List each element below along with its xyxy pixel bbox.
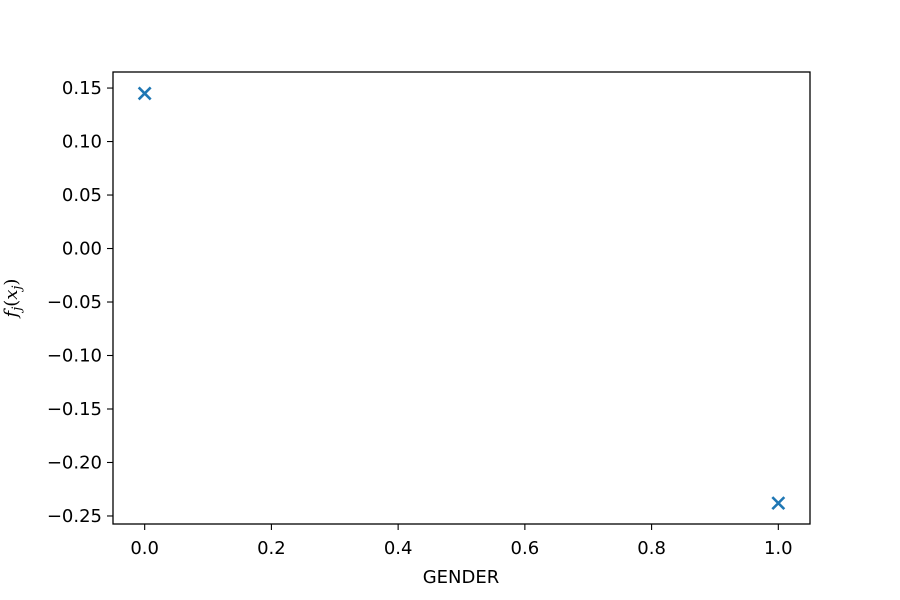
- x-tick-label: 0.8: [637, 538, 666, 559]
- data-point-x-marker: [137, 86, 152, 101]
- x-tick-label: 1.0: [764, 538, 793, 559]
- y-tick-label: 0.15: [62, 78, 102, 99]
- y-axis-label: fj(xj): [1, 279, 25, 320]
- data-point-x-marker: [771, 496, 786, 511]
- y-tick-label: −0.05: [47, 292, 102, 313]
- y-tick-label: −0.10: [47, 346, 102, 367]
- y-axis-ticks: 0.15 0.10 0.05 0.00 −0.05 −0.10 −0.15 −0.20 −0.2…: [47, 78, 113, 527]
- data-marks: [137, 86, 786, 511]
- x-axis-label: GENDER: [423, 567, 500, 588]
- y-tick-label: −0.20: [47, 452, 102, 473]
- x-tick-label: 0.6: [511, 538, 540, 559]
- y-tick-label: 0.05: [62, 185, 102, 206]
- y-tick-label: 0.10: [62, 132, 102, 153]
- marker-stroke: [771, 496, 786, 511]
- marker-stroke: [137, 86, 152, 101]
- y-tick-label: 0.00: [62, 239, 102, 260]
- x-tick-label: 0.2: [257, 538, 286, 559]
- x-axis-ticks: 0.0 0.2 0.4 0.6 0.8 1.0: [130, 524, 793, 559]
- x-tick-label: 0.0: [130, 538, 159, 559]
- plot-frame: [112, 71, 811, 525]
- y-tick-label: −0.25: [47, 506, 102, 527]
- x-tick-label: 0.4: [384, 538, 413, 559]
- y-tick-label: −0.15: [47, 399, 102, 420]
